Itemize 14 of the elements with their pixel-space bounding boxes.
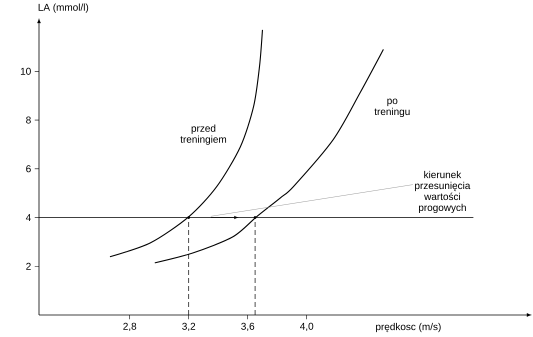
x-tick-label: 3,2 [182,322,196,332]
x-tick-label: 2,8 [123,322,136,332]
y-tick-label: 4 [26,214,31,221]
y-tick-label: 6 [26,165,31,172]
series-label: przed treningiem [180,124,226,145]
y-tick-label: 8 [26,116,31,124]
y-tick-label: 2 [26,262,31,270]
series-label: po treningu [374,98,410,118]
x-tick-label: 3,6 [241,322,254,332]
y-axis-title: LA (mmol/l) [38,3,88,13]
annotation: kierunek przesunięcia wartości progowych [415,170,470,214]
x-axis-title: prędkosc (m/s) [376,322,441,332]
x-tick-label: 4,0 [300,322,314,332]
y-tick-label: 10 [20,68,31,75]
